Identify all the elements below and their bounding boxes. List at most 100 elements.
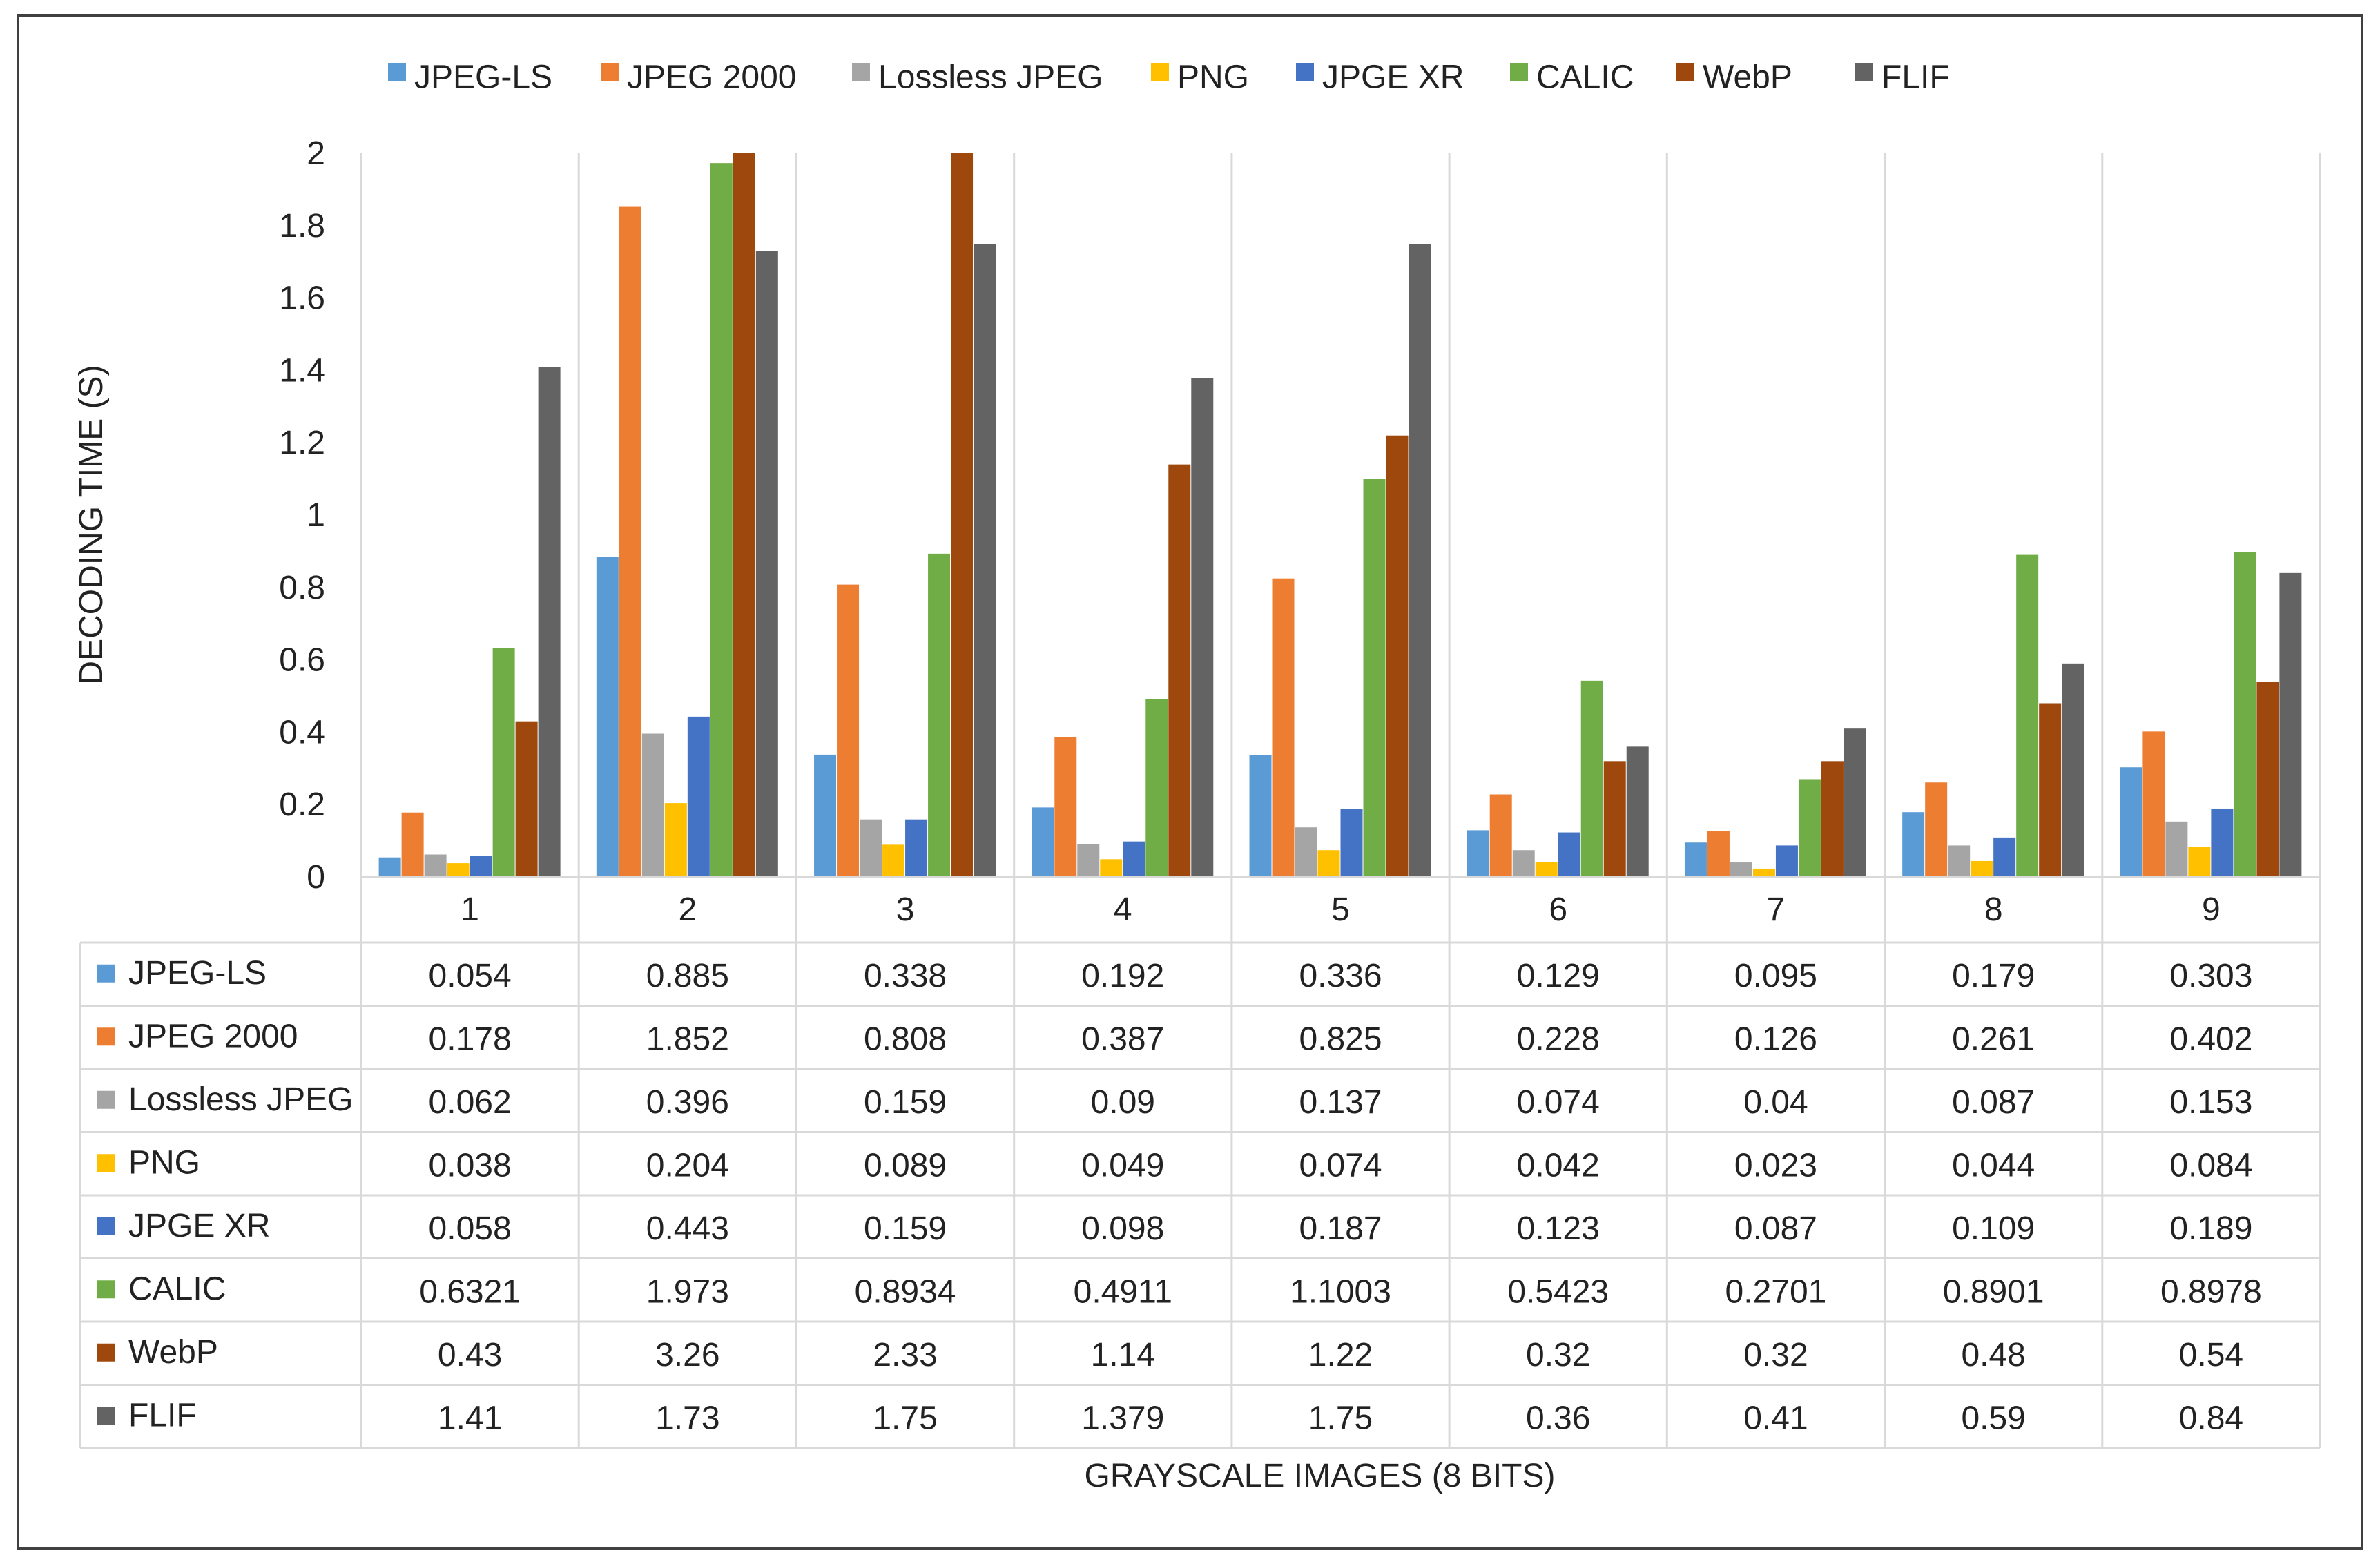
bar-flif-5 — [1409, 244, 1431, 877]
bar-calic-3 — [928, 553, 951, 877]
bar-png-7 — [1752, 868, 1775, 877]
data-label: 0.062 — [429, 1084, 512, 1121]
data-label: 0.36 — [1526, 1400, 1590, 1436]
data-label: 1.973 — [646, 1273, 729, 1310]
x-tick-label: 9 — [2202, 891, 2221, 928]
bar-lossless-jpeg-2 — [641, 733, 664, 877]
table-swatch-2 — [97, 1027, 115, 1046]
bar-jpeg-ls-1 — [378, 857, 401, 877]
bar-webp-6 — [1603, 761, 1626, 877]
data-label: 0.159 — [864, 1084, 947, 1121]
data-label: 0.303 — [2169, 958, 2252, 994]
y-tick-label: 0.6 — [279, 642, 325, 679]
bar-calic-2 — [710, 163, 733, 878]
bar-flif-8 — [2062, 663, 2084, 877]
data-label: 0.261 — [1952, 1021, 2035, 1057]
legend-swatch-7 — [1676, 63, 1694, 81]
bar-calic-4 — [1145, 699, 1168, 877]
bar-jpeg-ls-3 — [814, 754, 837, 877]
x-tick-label: 4 — [1114, 891, 1132, 928]
legend-swatch-6 — [1510, 63, 1528, 81]
bar-flif-2 — [755, 251, 778, 878]
bar-jpge-xr-2 — [687, 716, 710, 877]
bar-calic-8 — [2016, 554, 2039, 877]
data-label: 0.4911 — [1074, 1273, 1172, 1310]
bar-lossless-jpeg-4 — [1077, 844, 1100, 877]
bar-png-8 — [1971, 860, 1993, 877]
data-label: 0.8934 — [855, 1273, 956, 1310]
bar-webp-1 — [515, 721, 538, 877]
data-label: 1.75 — [1308, 1400, 1373, 1436]
x-tick-label: 2 — [678, 891, 697, 928]
data-label: 0.074 — [1299, 1147, 1382, 1184]
data-label: 0.042 — [1517, 1147, 1600, 1184]
bar-jpeg-2000-2 — [619, 206, 641, 877]
table-series-label: JPEG-LS — [128, 955, 267, 992]
data-label: 0.137 — [1299, 1084, 1382, 1121]
bar-jpge-xr-5 — [1340, 809, 1363, 877]
table-swatch-4 — [97, 1154, 115, 1172]
bar-jpge-xr-4 — [1123, 841, 1145, 877]
data-label: 0.084 — [2169, 1147, 2252, 1184]
data-label: 0.159 — [864, 1210, 947, 1247]
data-label: 0.336 — [1299, 958, 1382, 994]
chart-frame: JPEG-LS JPEG 2000 Lossless JPEG PNG JPGE XR C… — [17, 14, 2363, 1550]
bar-lossless-jpeg-6 — [1512, 850, 1535, 877]
table-series-label: WebP — [128, 1334, 218, 1371]
data-label: 0.09 — [1091, 1084, 1155, 1121]
data-label: 0.087 — [1952, 1084, 2035, 1121]
legend-swatch-4 — [1151, 63, 1169, 81]
bar-webp-9 — [2256, 682, 2279, 877]
data-label: 0.32 — [1743, 1337, 1808, 1373]
legend-swatch-1 — [388, 63, 406, 81]
bar-lossless-jpeg-3 — [860, 819, 882, 877]
bar-webp-7 — [1821, 761, 1844, 877]
legend-swatch-2 — [601, 63, 619, 81]
bar-jpeg-2000-4 — [1054, 737, 1077, 877]
bar-jpeg-2000-8 — [1925, 782, 1948, 877]
x-tick-label: 5 — [1331, 891, 1350, 928]
bar-flif-9 — [2279, 572, 2302, 877]
x-axis-label: GRAYSCALE IMAGES (8 BITS) — [1085, 1458, 1556, 1494]
data-label: 0.43 — [438, 1337, 502, 1373]
bar-flif-6 — [1626, 746, 1649, 877]
bar-png-5 — [1317, 850, 1340, 877]
bar-jpeg-2000-1 — [401, 812, 424, 877]
data-label: 1.852 — [646, 1021, 729, 1057]
bar-jpeg-2000-9 — [2142, 731, 2165, 877]
table-swatch-8 — [97, 1407, 115, 1425]
bar-png-4 — [1100, 859, 1123, 877]
data-label: 0.32 — [1526, 1337, 1590, 1373]
table-swatch-5 — [97, 1217, 115, 1235]
chart-canvas: JPEG-LS JPEG 2000 Lossless JPEG PNG JPGE XR C… — [73, 59, 2321, 1494]
bar-jpge-xr-6 — [1558, 832, 1580, 877]
data-label: 0.054 — [429, 958, 512, 994]
y-tick-label: 2 — [307, 135, 325, 172]
y-tick-label: 1.2 — [279, 425, 325, 461]
data-label: 1.41 — [438, 1400, 502, 1436]
data-label: 0.54 — [2179, 1337, 2243, 1373]
bar-png-9 — [2188, 846, 2211, 877]
legend-swatch-5 — [1296, 63, 1314, 81]
y-tick-label: 0.4 — [279, 714, 325, 751]
legend-label-8: FLIF — [1881, 59, 1950, 96]
bar-jpeg-ls-7 — [1684, 842, 1707, 877]
bar-webp-3 — [951, 153, 974, 877]
data-label: 0.129 — [1517, 958, 1600, 994]
bar-jpge-xr-7 — [1775, 845, 1798, 877]
data-label: 0.443 — [646, 1210, 729, 1247]
bar-png-6 — [1535, 861, 1558, 877]
bar-flif-3 — [974, 244, 996, 877]
y-tick-label: 1.4 — [279, 352, 325, 389]
x-tick-label: 6 — [1549, 891, 1567, 928]
bar-calic-9 — [2234, 552, 2256, 877]
data-label: 0.089 — [864, 1147, 947, 1184]
data-label: 1.22 — [1308, 1337, 1373, 1373]
bar-webp-8 — [2039, 703, 2062, 877]
legend-swatch-8 — [1855, 63, 1873, 81]
data-label: 0.087 — [1734, 1210, 1817, 1247]
data-label: 0.192 — [1081, 958, 1164, 994]
table-series-label: JPEG 2000 — [128, 1018, 298, 1054]
legend-label-1: JPEG-LS — [414, 59, 552, 96]
x-tick-label: 1 — [461, 891, 479, 928]
